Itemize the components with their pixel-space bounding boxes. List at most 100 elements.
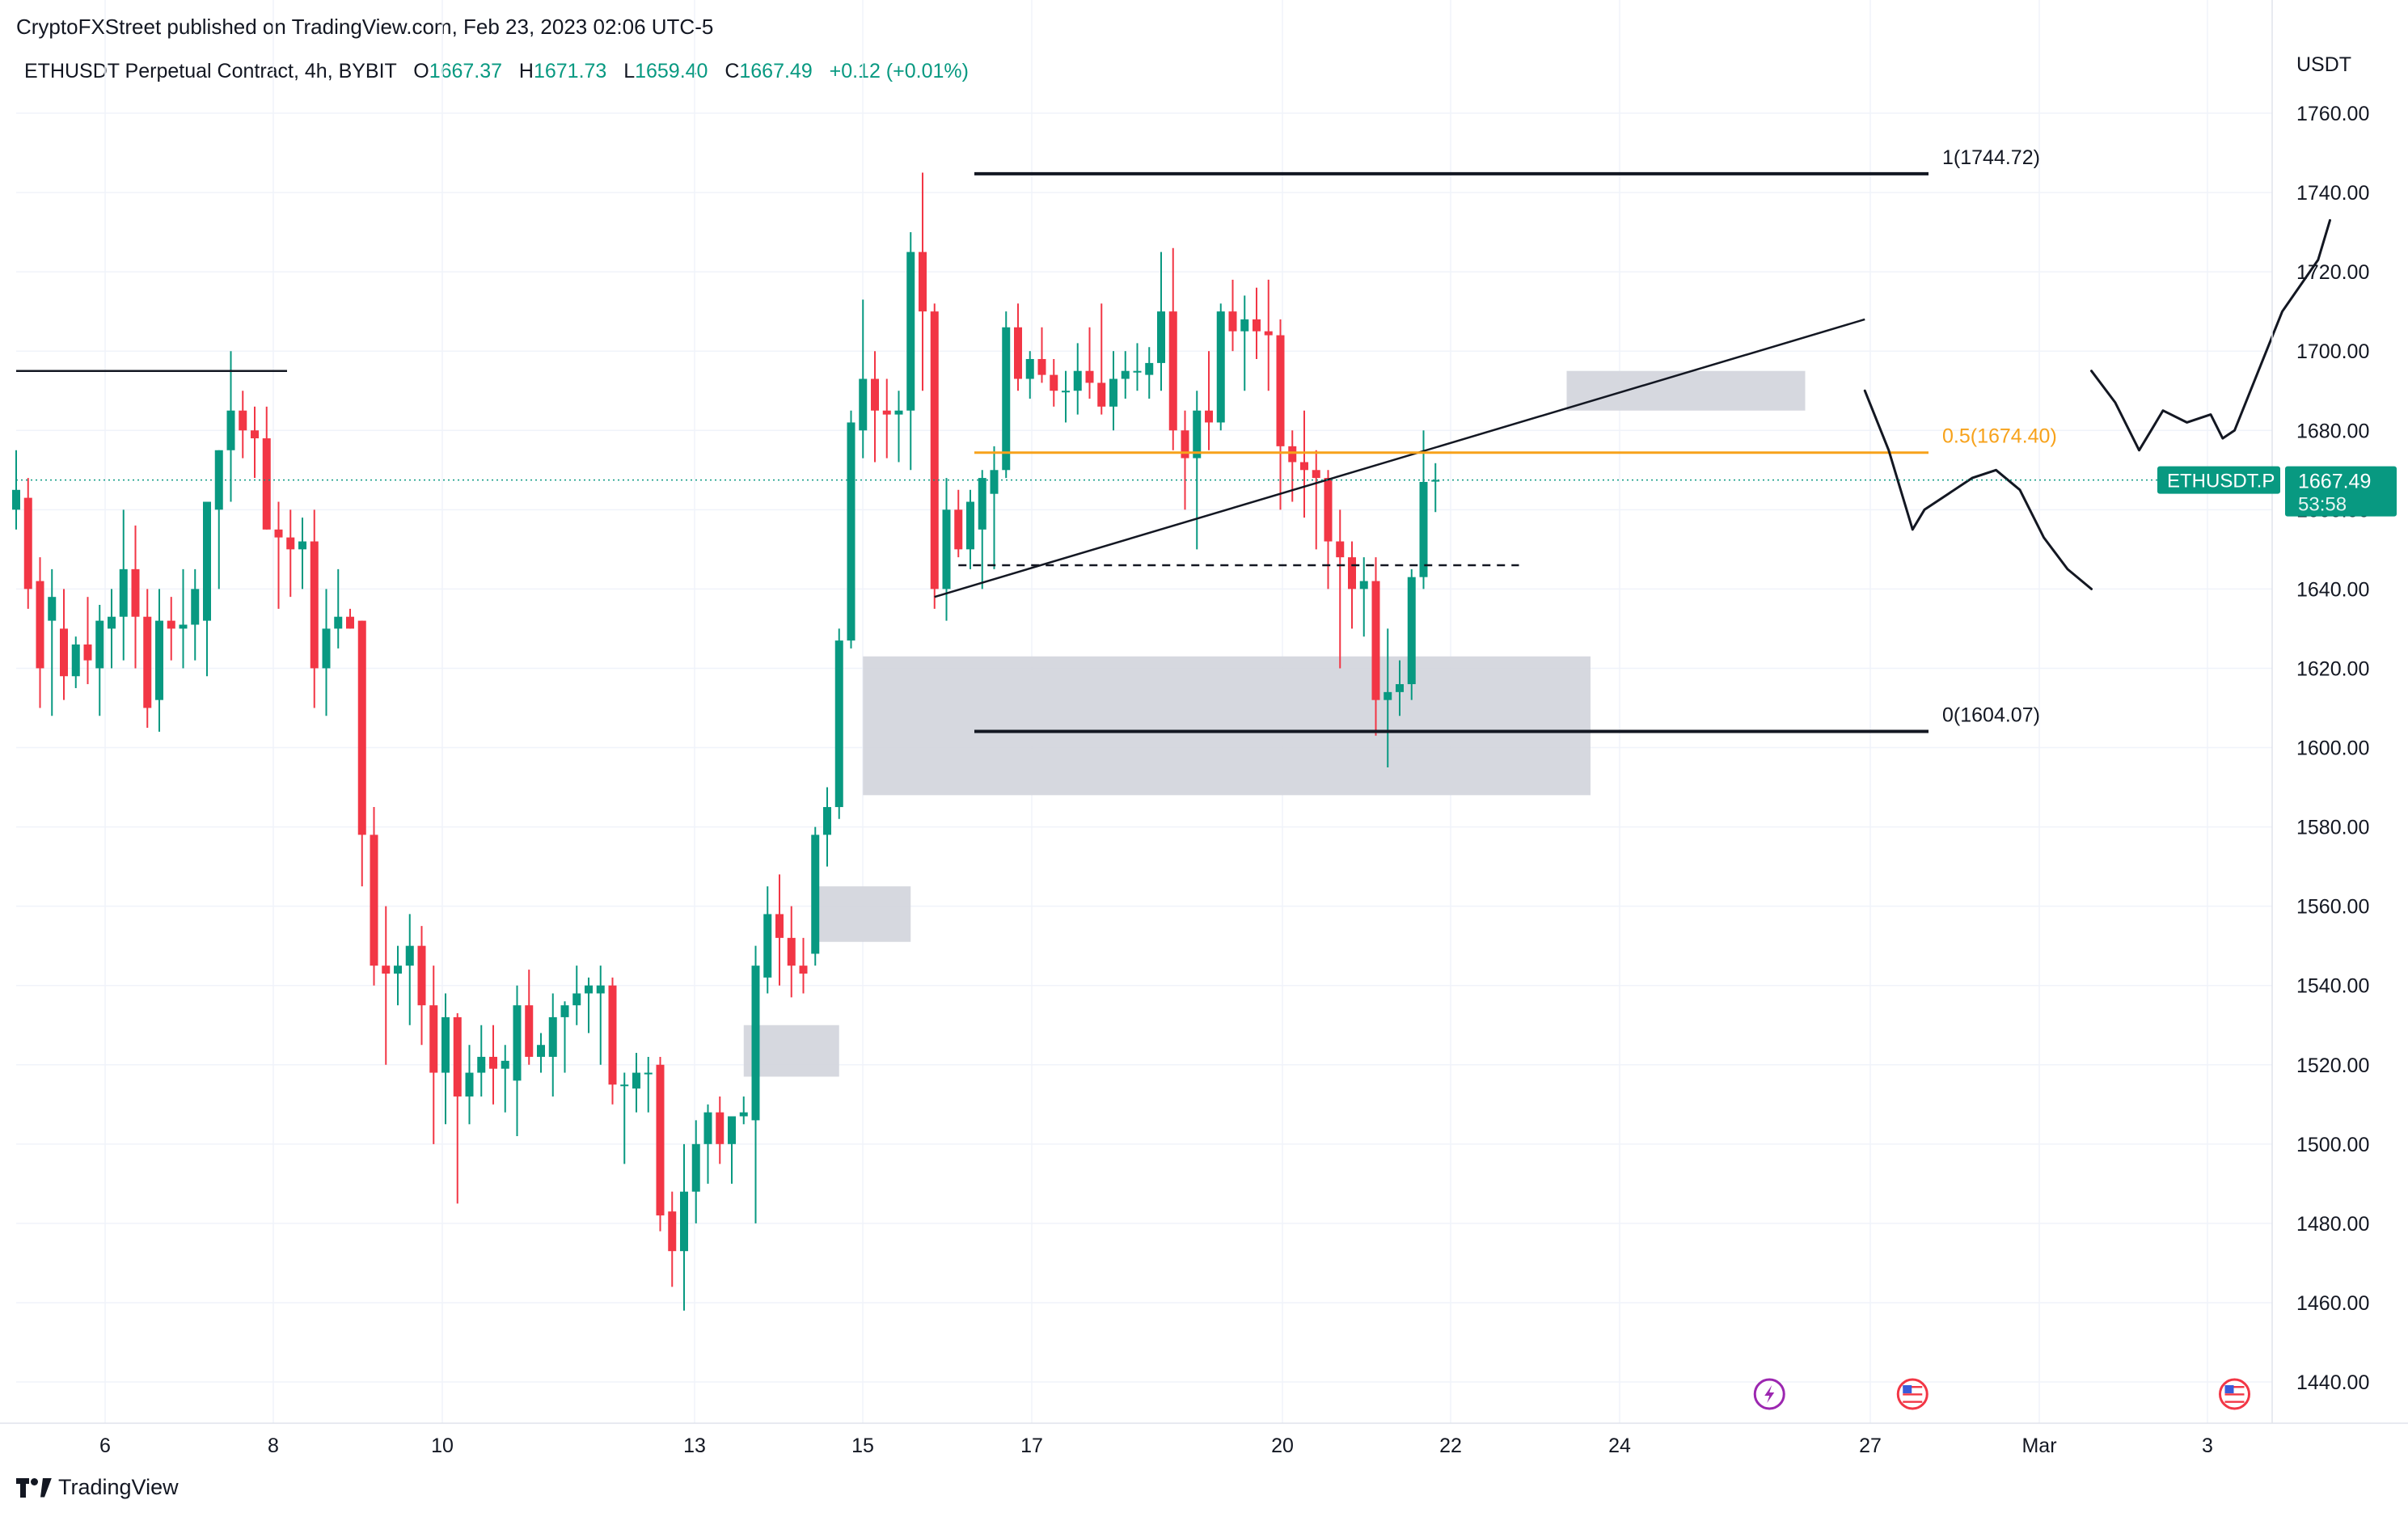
candle-body xyxy=(811,835,820,954)
candle-body xyxy=(871,378,879,411)
candle-body xyxy=(608,985,617,1085)
candle-body xyxy=(310,541,319,669)
candle-body xyxy=(560,1005,569,1017)
open-label: O xyxy=(413,60,429,82)
candle-body xyxy=(716,1112,725,1144)
time-tick-label: 20 xyxy=(1271,1435,1294,1457)
time-tick-label: 6 xyxy=(99,1435,111,1457)
fib-level-label: 0(1604.07) xyxy=(1942,704,2040,727)
candle-body xyxy=(1240,319,1249,332)
candle-body xyxy=(477,1056,486,1073)
candle-body xyxy=(728,1116,736,1144)
flag-stripe xyxy=(1903,1393,1923,1396)
candle-body xyxy=(1396,684,1404,692)
candle-body xyxy=(357,620,366,835)
candle-body xyxy=(1133,370,1142,373)
candle-body xyxy=(691,1143,700,1192)
candle-body xyxy=(179,624,188,629)
projection-sketch xyxy=(1863,389,2093,590)
candle-body xyxy=(1264,331,1273,336)
candle-body xyxy=(394,966,402,974)
candle-body xyxy=(226,410,235,450)
lightning-icon[interactable] xyxy=(1753,1378,1785,1410)
candle-body xyxy=(799,966,808,974)
fib-level-label: 0.5(1674.40) xyxy=(1942,425,2057,448)
candle-body xyxy=(83,644,92,661)
price-tick-label: 1600.00 xyxy=(2296,737,2369,760)
projection-sketch xyxy=(2090,218,2331,452)
lightning-glyph xyxy=(1764,1385,1775,1403)
candle-body xyxy=(1157,311,1165,363)
bar-countdown: 53:58 xyxy=(2298,494,2347,516)
trendline xyxy=(934,318,1865,598)
candle-body xyxy=(71,644,80,677)
price-tick-label: 1540.00 xyxy=(2296,975,2369,998)
candle-body xyxy=(1121,370,1130,379)
ohlc-legend: ETHUSDT Perpetual Contract, 4h, BYBIT O1… xyxy=(24,60,969,83)
price-tick-label: 1740.00 xyxy=(2296,182,2369,205)
candle-body xyxy=(1216,311,1225,423)
price-tick-label: 1500.00 xyxy=(2296,1134,2369,1156)
candle-body xyxy=(763,914,772,978)
candle-body xyxy=(214,450,223,510)
change-value: +0.12 (+0.01%) xyxy=(829,60,969,82)
drawing-overlays: 1(1744.72) 0.5(1674.40) 0(1604.07) xyxy=(16,146,2331,733)
candle-body xyxy=(382,966,391,974)
flag-stripe xyxy=(2224,1393,2245,1396)
candle-body xyxy=(298,541,306,550)
time-tick-label: 15 xyxy=(851,1435,874,1457)
candle-body xyxy=(1168,311,1177,431)
candle-body xyxy=(36,581,44,669)
candle-body xyxy=(119,568,128,617)
flag-stripe xyxy=(1903,1389,1923,1392)
candle-body xyxy=(501,1060,509,1069)
us-flag-icon[interactable] xyxy=(1896,1378,1929,1410)
close-label: C xyxy=(725,60,740,82)
candle-body xyxy=(548,1016,557,1057)
candle-body xyxy=(441,1016,450,1073)
price-tick-label: 1720.00 xyxy=(2296,261,2369,284)
candle-body xyxy=(1336,541,1345,558)
candle-body xyxy=(823,807,831,835)
candle-body xyxy=(787,937,796,966)
candle-body xyxy=(1253,319,1261,332)
grid-lines xyxy=(16,0,2272,1423)
candle-body xyxy=(751,966,760,1121)
candle-body xyxy=(429,1005,438,1073)
open-value: 1667.37 xyxy=(429,60,503,82)
candle-body xyxy=(585,985,593,994)
candle-body xyxy=(739,1112,748,1117)
publisher-line: CryptoFXStreet published on TradingView.… xyxy=(16,15,714,39)
candle-body xyxy=(239,410,247,431)
candle-body xyxy=(346,616,354,629)
candle-body xyxy=(1228,311,1237,332)
candle-body xyxy=(1037,358,1046,375)
footer-brand-text: TradingView xyxy=(58,1475,179,1499)
currency-label: USDT xyxy=(2296,53,2351,76)
candle-body xyxy=(60,628,68,677)
us-flag-icon[interactable] xyxy=(2219,1378,2250,1410)
price-tick-label: 1620.00 xyxy=(2296,657,2369,680)
candle-body xyxy=(48,597,57,621)
event-markers[interactable] xyxy=(1753,1378,2250,1410)
price-tick-label: 1760.00 xyxy=(2296,103,2369,125)
price-tick-label: 1560.00 xyxy=(2296,896,2369,919)
time-tick-label: 3 xyxy=(2202,1435,2213,1457)
candle-body xyxy=(1109,378,1117,407)
candle-body xyxy=(203,501,211,621)
flag-stripe xyxy=(1903,1401,1923,1403)
candle-body xyxy=(919,251,927,312)
candle-body xyxy=(525,1005,534,1057)
price-tick-label: 1440.00 xyxy=(2296,1371,2369,1394)
flag-stripe xyxy=(2224,1397,2245,1400)
candle-body xyxy=(489,1056,497,1069)
candle-body xyxy=(990,470,999,494)
candle-body xyxy=(322,628,331,669)
candle-body xyxy=(942,509,951,589)
candle-body xyxy=(513,1005,522,1081)
price-tick-label: 1480.00 xyxy=(2296,1213,2369,1236)
candle-body xyxy=(23,497,32,589)
symbol-tag-label: ETHUSDT.P xyxy=(2167,471,2275,492)
candle-body xyxy=(1205,410,1213,423)
